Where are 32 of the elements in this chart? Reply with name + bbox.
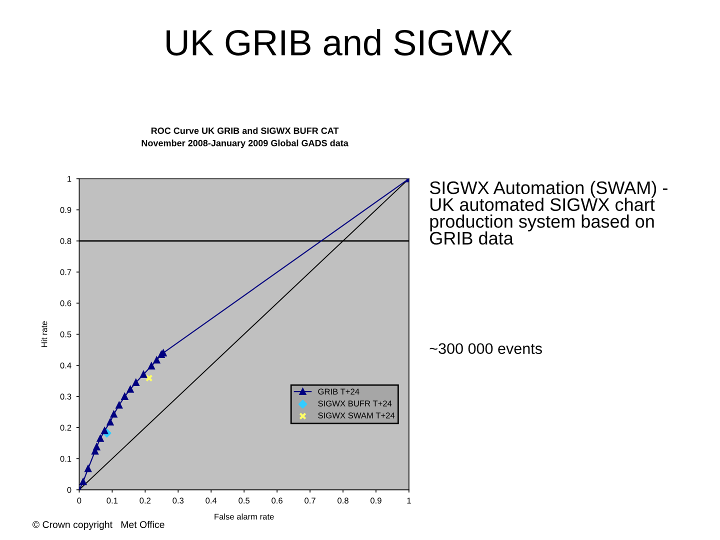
y-tick-label: 1 [68,176,72,182]
y-tick-label: 0.7 [60,269,72,276]
y-tick-label: 0.8 [60,238,72,244]
y-tick-label: 0 [67,486,72,493]
chart-subtitle: ROC Curve UK GRIB and SIGWX BUFR CAT November 2008-January 2009 Global GADS data [142,127,348,148]
x-tick-label: 0 [77,498,82,504]
x-tick-label: 0.8 [338,498,348,504]
x-tick-label: 0.1 [106,498,118,504]
y-tick-label: 0.9 [60,207,72,213]
y-tick-label: 0.3 [60,394,72,400]
y-axis-title: Hit rate [41,321,48,348]
x-tick-label: 0.9 [370,498,382,504]
text: © Crown copyright Met Office [32,520,164,530]
y-tick-label: 0.6 [60,300,72,306]
x-axis-title: False alarm rate [214,514,274,520]
x-tick-label: 0.6 [272,498,282,504]
y-tick-label: 0.2 [60,424,72,431]
x-tick-label: 0.7 [304,498,316,504]
legend-label: SIGWX SWAM T+24 [318,412,395,418]
chart-title: UK GRIB and SIGWX [166,29,512,56]
y-tick-label: 0.5 [60,331,72,338]
y-tick-label: 0.1 [60,456,72,462]
x-tick-label: 0.3 [172,498,184,504]
text: SIGWX Automation (SWAM) - UK automated SIGWX chart production system based on GRIB data [430,180,668,245]
x-tick-label: 0.4 [206,498,217,504]
y-tick-label: 0.4 [60,362,72,368]
x-tick-label: 1 [407,498,411,504]
legend-label: SIGWX BUFR T+24 [318,400,392,406]
legend-label: GRIB T+24 [318,388,360,395]
x-tick-label: 0.5 [238,498,250,504]
text: ~300 000 events [430,343,542,354]
x-tick-label: 0.2 [140,498,151,504]
